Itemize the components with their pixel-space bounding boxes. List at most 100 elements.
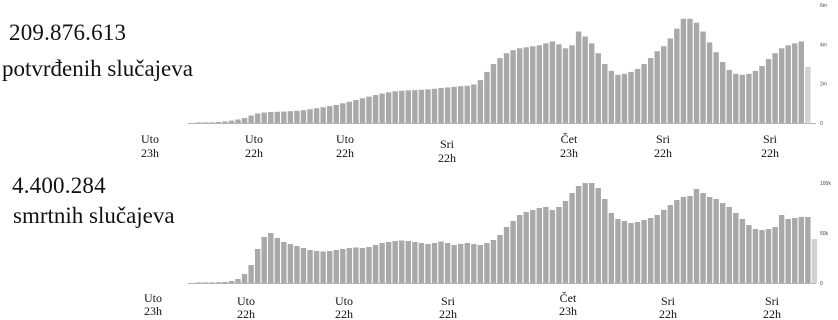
bar bbox=[313, 108, 320, 123]
bar bbox=[333, 250, 339, 283]
bar bbox=[346, 101, 353, 123]
bar bbox=[792, 43, 798, 123]
bar bbox=[438, 241, 444, 283]
bar bbox=[608, 213, 615, 283]
bar bbox=[340, 249, 346, 283]
bar bbox=[307, 109, 313, 123]
bar bbox=[543, 207, 549, 283]
bar bbox=[320, 251, 326, 283]
bar bbox=[477, 80, 484, 123]
bar bbox=[687, 196, 693, 283]
bar bbox=[798, 41, 804, 123]
bar bbox=[536, 208, 542, 283]
bar bbox=[680, 197, 687, 283]
bar bbox=[798, 217, 804, 283]
bar bbox=[569, 193, 575, 283]
bar bbox=[444, 243, 451, 283]
bar bbox=[287, 111, 294, 123]
bar bbox=[425, 89, 431, 123]
bar bbox=[372, 245, 379, 283]
bar bbox=[222, 282, 228, 283]
bar bbox=[274, 111, 280, 123]
bar bbox=[392, 241, 398, 283]
bar bbox=[733, 73, 739, 123]
bar bbox=[287, 244, 294, 283]
bar bbox=[746, 225, 752, 283]
bar bbox=[484, 71, 490, 123]
bar bbox=[595, 188, 601, 283]
bar bbox=[385, 92, 392, 123]
bar bbox=[327, 106, 333, 123]
bar bbox=[569, 45, 575, 123]
bar bbox=[215, 282, 222, 283]
bar bbox=[661, 46, 667, 123]
x-tick-label: Čet bbox=[560, 291, 577, 305]
bar bbox=[726, 207, 732, 283]
bar bbox=[353, 99, 359, 123]
bar bbox=[451, 245, 457, 283]
x-tick-label: 22h bbox=[659, 307, 677, 320]
bar bbox=[464, 85, 470, 123]
x-tick-label: 23h bbox=[141, 146, 159, 160]
bar bbox=[451, 86, 457, 123]
y-tick-label: 0 bbox=[820, 281, 823, 287]
bar bbox=[254, 249, 261, 283]
bar bbox=[235, 119, 241, 123]
x-tick-label: Uto bbox=[237, 294, 255, 308]
bar bbox=[811, 239, 818, 283]
bar bbox=[700, 193, 706, 283]
bar bbox=[294, 110, 300, 123]
x-tick-label: Uto bbox=[144, 291, 162, 305]
bar bbox=[641, 220, 647, 283]
bar bbox=[602, 64, 608, 123]
bar bbox=[575, 31, 582, 123]
bar bbox=[300, 110, 307, 123]
bar bbox=[608, 70, 615, 123]
x-tick-label: 23h bbox=[144, 304, 162, 318]
bar bbox=[713, 199, 719, 283]
bar bbox=[346, 248, 353, 283]
bar bbox=[530, 210, 536, 283]
x-tick-label: 22h bbox=[335, 307, 353, 320]
bar bbox=[444, 87, 451, 123]
x-tick-label: 22h bbox=[237, 307, 255, 320]
bar bbox=[785, 219, 791, 283]
bar bbox=[503, 227, 510, 283]
bar bbox=[562, 48, 569, 123]
bar bbox=[431, 243, 438, 283]
x-tick-label: 22h bbox=[654, 146, 672, 160]
bar bbox=[792, 218, 798, 283]
bar bbox=[366, 247, 372, 283]
x-tick-label: 22h bbox=[438, 151, 456, 165]
bar bbox=[805, 66, 811, 123]
bar bbox=[739, 219, 746, 283]
bar bbox=[399, 90, 405, 123]
bar bbox=[268, 111, 274, 123]
x-tick-label: Sri bbox=[656, 132, 671, 146]
bar bbox=[713, 52, 719, 124]
x-tick-label: Sri bbox=[765, 294, 780, 308]
bar bbox=[556, 207, 562, 283]
y-tick-label: 6m bbox=[820, 3, 827, 9]
bar bbox=[772, 227, 778, 283]
x-tick-label: Uto bbox=[335, 294, 353, 308]
bar bbox=[228, 281, 235, 283]
bar bbox=[785, 45, 791, 123]
bar bbox=[209, 122, 215, 123]
bar bbox=[602, 199, 608, 283]
bar bbox=[490, 64, 497, 123]
bar bbox=[615, 219, 621, 283]
bar bbox=[726, 69, 732, 123]
bar bbox=[628, 223, 634, 283]
y-tick-label: 100k bbox=[820, 181, 831, 187]
x-tick-label: 22h bbox=[763, 307, 781, 320]
x-tick-label: 22h bbox=[336, 146, 354, 160]
y-tick-label: 4m bbox=[820, 42, 827, 48]
bar bbox=[484, 243, 490, 283]
bar bbox=[202, 282, 208, 283]
bar bbox=[412, 90, 418, 123]
bar bbox=[281, 111, 287, 123]
bar bbox=[196, 122, 202, 123]
bar bbox=[497, 235, 503, 283]
x-tick-label: 23h bbox=[560, 146, 578, 160]
